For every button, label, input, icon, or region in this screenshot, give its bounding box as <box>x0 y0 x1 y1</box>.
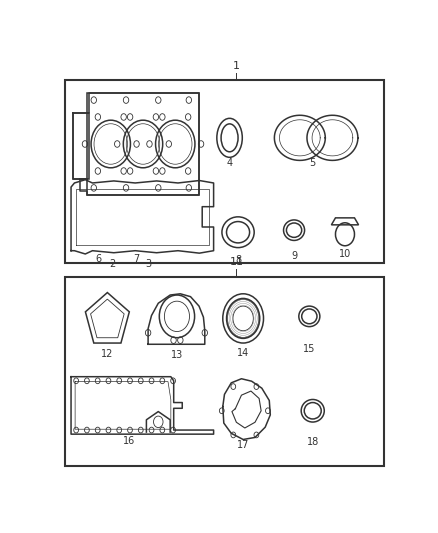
Text: 17: 17 <box>237 440 249 450</box>
Bar <box>74 113 88 179</box>
Bar <box>65 80 384 263</box>
Text: 8: 8 <box>235 255 241 265</box>
Text: 7: 7 <box>133 254 139 264</box>
Text: 16: 16 <box>124 436 135 446</box>
Text: 1: 1 <box>233 61 240 71</box>
Bar <box>65 277 384 466</box>
Text: 2: 2 <box>110 260 116 269</box>
Text: 13: 13 <box>171 350 183 360</box>
Text: 10: 10 <box>339 249 351 260</box>
Text: 3: 3 <box>145 260 151 269</box>
Text: 4: 4 <box>226 158 233 168</box>
Text: 14: 14 <box>237 348 249 358</box>
Bar <box>87 93 199 195</box>
Text: 5: 5 <box>310 158 316 168</box>
Text: 11: 11 <box>230 257 244 267</box>
Text: 12: 12 <box>101 349 113 359</box>
Text: 18: 18 <box>307 438 319 447</box>
Text: 9: 9 <box>291 251 297 261</box>
Text: 6: 6 <box>96 254 102 264</box>
Text: 15: 15 <box>303 344 315 354</box>
